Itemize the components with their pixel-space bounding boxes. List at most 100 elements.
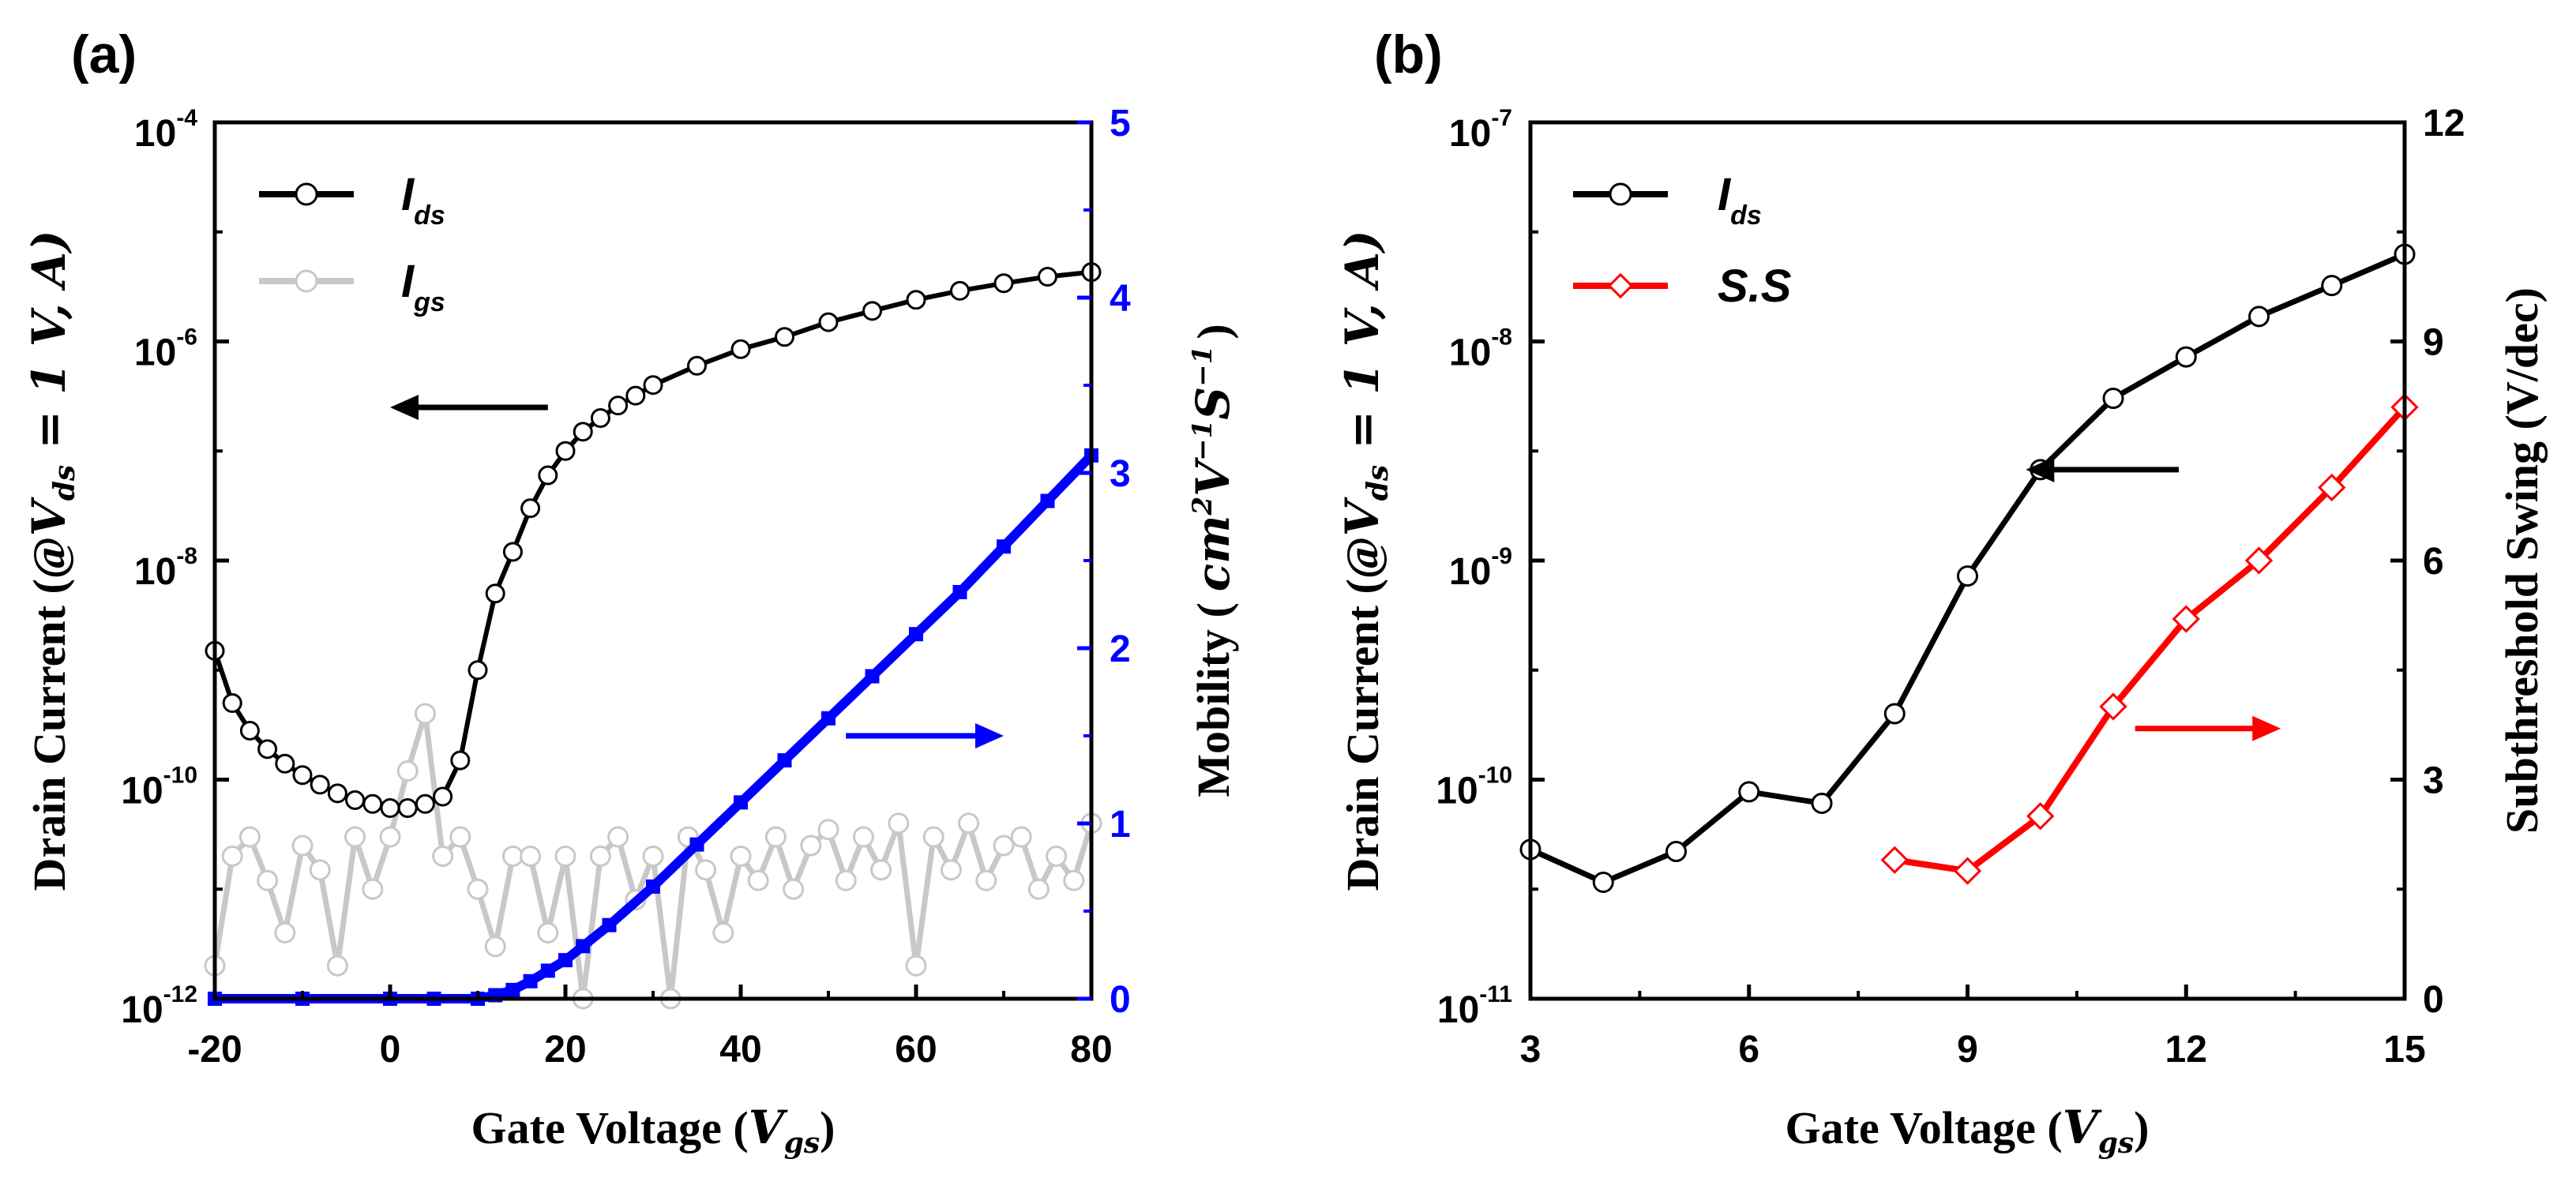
x-tick-label: 12 <box>2165 1029 2207 1071</box>
igs-point <box>449 826 471 848</box>
ss-point <box>2172 605 2200 633</box>
ids-series <box>1519 243 2416 894</box>
mobility-point <box>689 837 704 852</box>
y-tick-label: 10-8 <box>1449 324 1512 374</box>
y-tick-label: 10-8 <box>134 543 197 593</box>
igs-point <box>379 826 401 848</box>
ids-point <box>485 583 505 604</box>
x-tick-label: 6 <box>1738 1029 1759 1071</box>
igs-point <box>274 921 296 943</box>
ids-point <box>2321 275 2343 297</box>
igs-point <box>537 921 559 943</box>
ids-point <box>625 385 646 406</box>
panel-a-x-axis-title: Gate Voltage (Vgs) <box>471 1101 836 1160</box>
ids-point <box>468 660 488 681</box>
mobility-point <box>602 917 617 932</box>
arrow-left-head <box>390 395 419 421</box>
igs-point <box>520 845 542 867</box>
igs-series <box>204 703 1102 1010</box>
igs-point <box>362 878 384 900</box>
ids-point <box>608 396 629 416</box>
igs-point <box>764 826 787 848</box>
igs-point <box>642 845 664 867</box>
x-tick-label: 40 <box>719 1029 761 1071</box>
ss-point <box>2026 802 2055 831</box>
ss-point <box>2318 473 2346 502</box>
ss-series <box>1880 393 2419 885</box>
igs-point <box>835 869 857 891</box>
igs-point <box>607 826 629 848</box>
ids-point <box>1957 565 1978 587</box>
legend-ids-marker <box>1609 182 1632 206</box>
ids-point <box>2102 388 2124 410</box>
y-tick-label: 10-11 <box>1437 981 1512 1031</box>
mobility-point <box>734 795 748 810</box>
ss-line <box>1894 405 2407 875</box>
panel-a-arrows <box>390 395 1004 748</box>
legend-ids-marker <box>295 182 318 206</box>
igs-point <box>888 812 910 835</box>
ids-point <box>993 273 1014 294</box>
ids-point <box>433 786 453 807</box>
ids-point <box>1883 703 1906 725</box>
igs-point <box>396 760 419 782</box>
ids-point <box>1592 872 1614 894</box>
legend-ids-label: Ids <box>401 169 445 231</box>
ids-point <box>730 339 751 359</box>
mobility-point <box>909 627 923 642</box>
mobility-point <box>777 753 792 768</box>
x-tick-label: 60 <box>895 1029 937 1071</box>
ids-point <box>502 542 523 562</box>
panel-b-label: (b) <box>1374 24 1443 84</box>
y-tick-label: 10-9 <box>1449 543 1512 593</box>
igs-point <box>589 845 611 867</box>
igs-point <box>975 869 997 891</box>
igs-point <box>1010 826 1032 848</box>
panel-b-arrows <box>2026 456 2281 741</box>
ids-point <box>520 498 541 519</box>
igs-point <box>870 859 892 881</box>
igs-point <box>922 826 944 848</box>
panel-a-label: (a) <box>71 24 137 84</box>
y2-tick-label: 2 <box>1110 628 1131 670</box>
ids-point <box>818 312 839 332</box>
y2-tick-label: 1 <box>1110 804 1131 846</box>
ids-point <box>950 280 970 301</box>
panel-a-legend: Ids Igs <box>259 169 445 317</box>
y2-tick-label: 3 <box>1110 453 1131 495</box>
panel-a-y2-axis-title: Mobility (cm2V−1S−1) <box>1186 324 1240 797</box>
y-tick-label: 10-12 <box>121 981 197 1031</box>
x-tick-label: 20 <box>544 1029 586 1071</box>
igs-point <box>1027 878 1050 900</box>
igs-point <box>291 835 314 857</box>
y2-tick-label: 4 <box>1110 278 1131 320</box>
ids-point <box>573 422 593 442</box>
mobility-point <box>505 982 520 997</box>
ids-point <box>327 783 347 804</box>
ids-point <box>1811 792 1833 814</box>
ids-point <box>2175 346 2197 368</box>
arrow-right-head <box>2252 715 2281 741</box>
x-tick-label: 9 <box>1957 1029 1978 1071</box>
y-tick-label: 10-6 <box>134 324 197 374</box>
panel-b-y-axis-title: Drain Current (@Vds = 1 V, A) <box>1335 231 1395 891</box>
ids-point <box>222 693 242 714</box>
mobility-point <box>952 584 967 599</box>
x-tick-label: 15 <box>2383 1029 2425 1071</box>
igs-point <box>800 835 822 857</box>
ids-point <box>775 327 794 347</box>
y2-tick-label: 0 <box>1110 979 1131 1021</box>
y-tick-label: 10-4 <box>134 105 197 155</box>
mobility-point <box>1040 493 1055 508</box>
igs-point <box>730 845 752 867</box>
igs-point <box>344 826 366 848</box>
ss-point <box>2244 546 2274 575</box>
mobility-point <box>865 669 880 684</box>
panel-b-x-axis-title: Gate Voltage (Vgs) <box>1786 1101 2150 1160</box>
ids-line <box>212 269 1092 811</box>
ids-point <box>906 290 926 310</box>
legend-ss-marker <box>1607 272 1634 299</box>
x-tick-label: -20 <box>187 1029 242 1071</box>
ids-point <box>415 793 435 814</box>
